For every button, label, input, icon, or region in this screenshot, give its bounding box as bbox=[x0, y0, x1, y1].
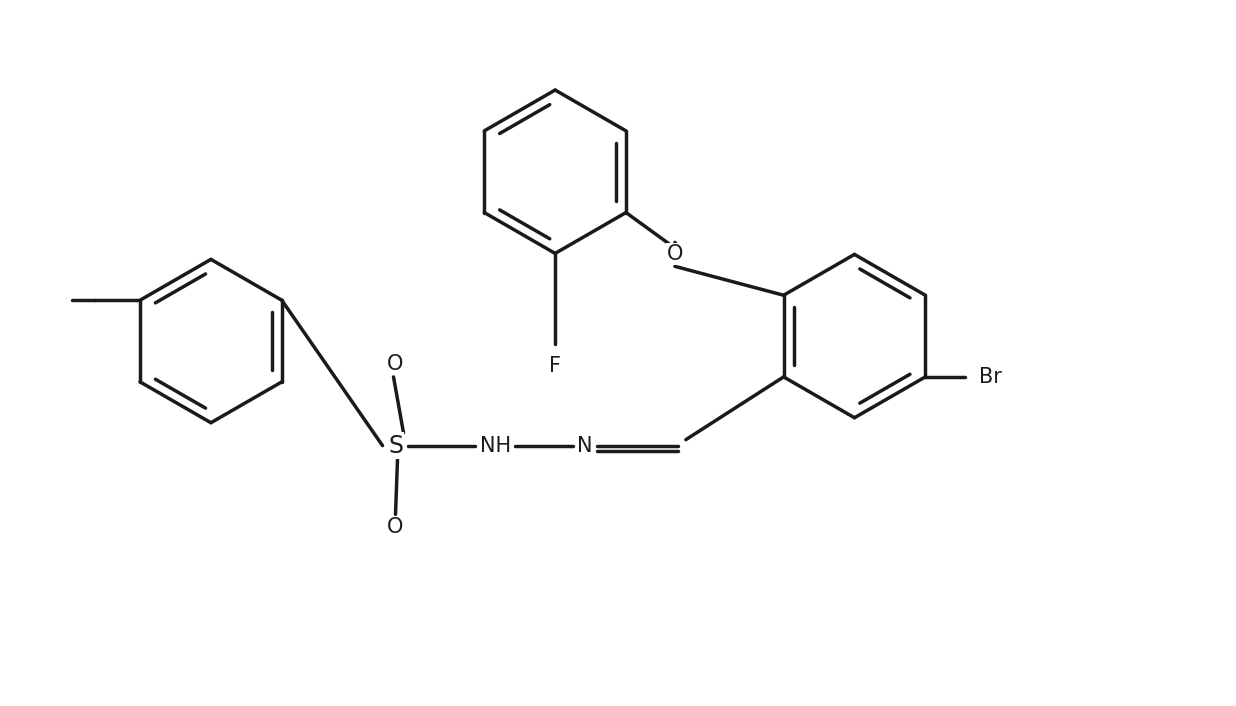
Text: N: N bbox=[577, 436, 593, 455]
Text: O: O bbox=[666, 244, 684, 264]
Text: S: S bbox=[388, 433, 403, 457]
Text: O: O bbox=[387, 517, 404, 537]
Text: O: O bbox=[387, 354, 404, 374]
Text: Br: Br bbox=[979, 367, 1002, 387]
Text: F: F bbox=[549, 356, 561, 376]
Text: NH: NH bbox=[480, 436, 510, 455]
